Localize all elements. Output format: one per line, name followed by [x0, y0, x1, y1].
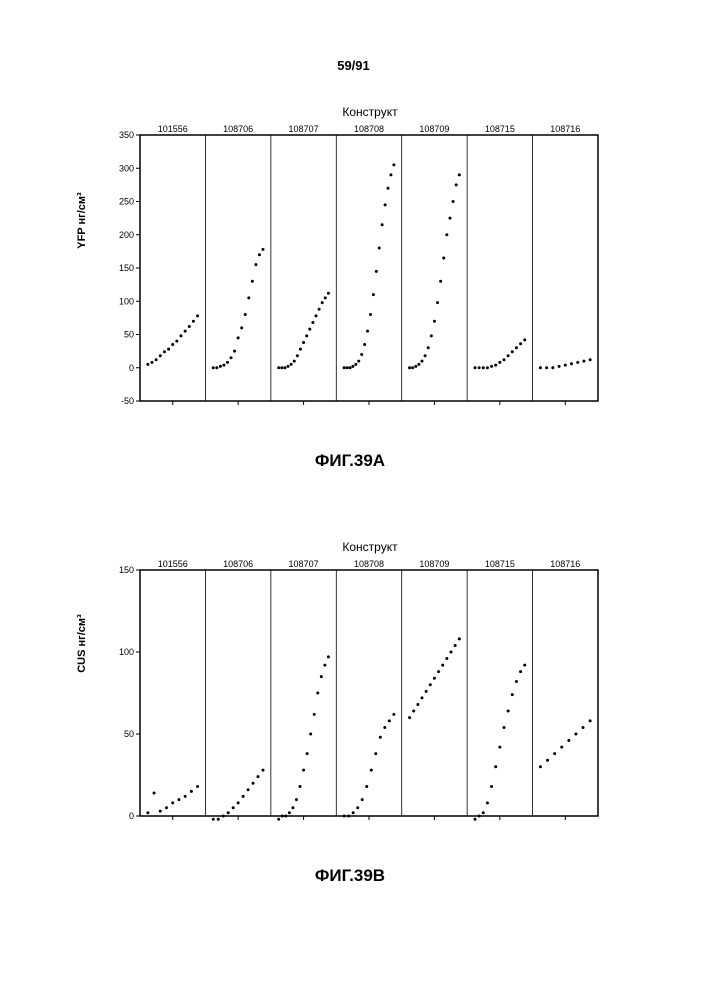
svg-text:250: 250: [119, 197, 134, 207]
svg-text:108706: 108706: [223, 124, 253, 134]
svg-text:101556: 101556: [158, 124, 188, 134]
svg-text:50: 50: [124, 729, 134, 739]
svg-text:-50: -50: [121, 396, 134, 406]
svg-text:108706: 108706: [223, 559, 253, 569]
svg-text:100: 100: [119, 647, 134, 657]
svg-text:108715: 108715: [485, 559, 515, 569]
svg-text:108707: 108707: [289, 124, 319, 134]
svg-text:150: 150: [119, 263, 134, 273]
svg-text:350: 350: [119, 130, 134, 140]
svg-text:0: 0: [129, 363, 134, 373]
svg-text:200: 200: [119, 230, 134, 240]
chart-a-title: Конструкт: [140, 105, 600, 119]
svg-text:50: 50: [124, 330, 134, 340]
svg-text:300: 300: [119, 163, 134, 173]
figure-b-caption: ФИГ.39B: [100, 866, 600, 886]
svg-text:108708: 108708: [354, 124, 384, 134]
chart-a-wrap: YFP нг/см³ -5005010015020025030035010155…: [100, 121, 600, 421]
chart-b-title: Конструкт: [140, 540, 600, 554]
chart-a-ylabel: YFP нг/см³: [76, 192, 88, 248]
svg-text:150: 150: [119, 565, 134, 575]
figure-39b: Конструкт CUS нг/см³ 0501001501015561087…: [100, 540, 600, 886]
figure-a-caption: ФИГ.39A: [100, 451, 600, 471]
svg-text:108709: 108709: [419, 124, 449, 134]
svg-text:100: 100: [119, 296, 134, 306]
svg-text:108707: 108707: [289, 559, 319, 569]
chart-b-ylabel: CUS нг/см³: [76, 614, 88, 672]
chart-b-wrap: CUS нг/см³ 05010015010155610870610870710…: [100, 556, 600, 836]
figure-39a: Конструкт YFP нг/см³ -500501001502002503…: [100, 105, 600, 471]
svg-text:108715: 108715: [485, 124, 515, 134]
chart-a-svg: -50 0 50 100 150 200 250 300 350 101556 108706 1087…: [100, 121, 600, 421]
page-number: 59/91: [337, 58, 370, 73]
svg-text:101556: 101556: [158, 559, 188, 569]
svg-text:108709: 108709: [419, 559, 449, 569]
svg-text:108716: 108716: [550, 559, 580, 569]
chart-b-svg: 0 50 100 150 101556 108706 108707 108708 108709 1…: [100, 556, 600, 836]
svg-text:0: 0: [129, 811, 134, 821]
svg-text:108716: 108716: [550, 124, 580, 134]
svg-text:108708: 108708: [354, 559, 384, 569]
